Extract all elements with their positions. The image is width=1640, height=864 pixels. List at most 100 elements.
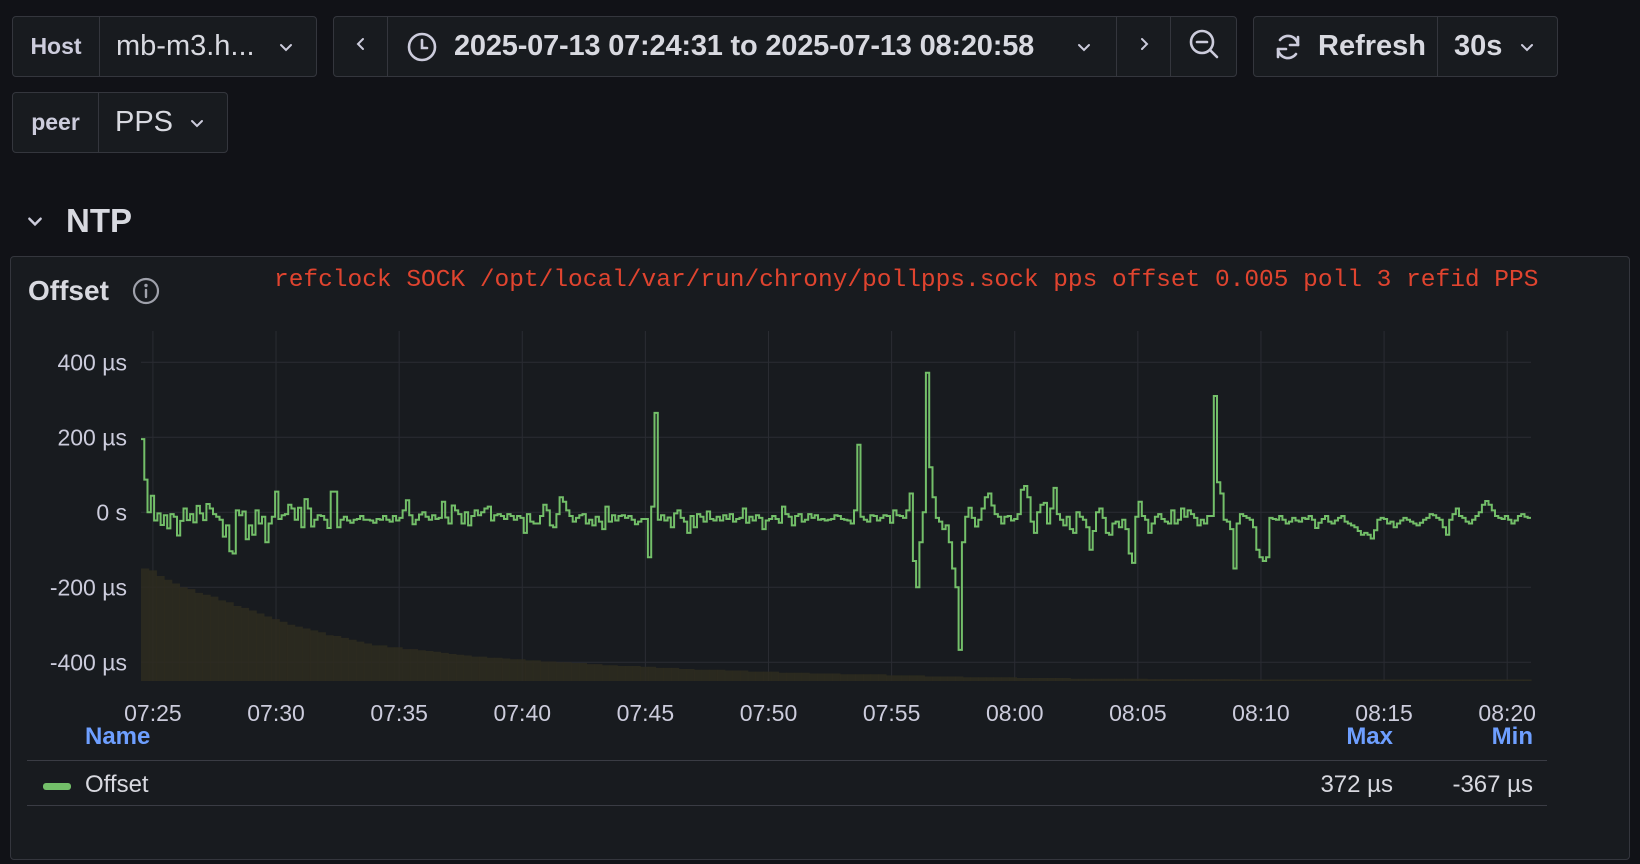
- fill-series-bar: [1507, 679, 1517, 681]
- fill-series-bar: [1492, 679, 1501, 681]
- legend-row-offset[interactable]: Offset 372 µs -367 µs: [27, 763, 1547, 803]
- row-title: NTP: [66, 202, 132, 239]
- fill-series-bar: [517, 659, 526, 681]
- fill-series-bar: [578, 663, 588, 681]
- fill-series-bar: [1093, 678, 1102, 681]
- fill-series-bar: [778, 672, 787, 681]
- x-tick-label: 07:50: [740, 700, 798, 726]
- time-forward-button[interactable]: [1116, 17, 1170, 76]
- fill-series-bar: [156, 576, 165, 681]
- fill-series-bar: [1469, 679, 1478, 681]
- fill-series-bar: [878, 674, 887, 681]
- fill-series-bar: [931, 676, 941, 681]
- fill-series-bar: [701, 669, 710, 681]
- fill-series-bar: [501, 658, 511, 681]
- fill-series-bar: [1031, 678, 1041, 681]
- row-header-ntp[interactable]: NTP: [26, 196, 132, 246]
- fill-series-bar: [1300, 679, 1309, 681]
- fill-series-bar: [870, 674, 879, 681]
- legend: Name Max Min Offset 372 µs -367 µs: [27, 723, 1617, 853]
- legend-header-max[interactable]: Max: [1346, 723, 1393, 750]
- fill-series-bar: [916, 675, 925, 681]
- x-tick-label: 07:45: [617, 700, 675, 726]
- legend-header-min[interactable]: Min: [1491, 723, 1533, 750]
- y-tick-label: -200 µs: [50, 574, 127, 600]
- peer-label: peer: [31, 109, 80, 135]
- fill-series-bar: [1116, 678, 1125, 681]
- fill-series-bar: [486, 657, 495, 681]
- fill-series-bar: [1077, 678, 1087, 681]
- x-tick-label: 07:25: [124, 700, 182, 726]
- refresh-interval-dropdown[interactable]: 30s: [1437, 17, 1557, 76]
- fill-series-bar: [332, 636, 342, 681]
- fill-series-bar: [448, 654, 457, 681]
- legend-header-name[interactable]: Name: [85, 723, 151, 750]
- fill-series-bar: [164, 579, 173, 681]
- fill-series-bar: [1262, 679, 1271, 681]
- fill-series-bar: [1315, 679, 1325, 681]
- fill-series-bar: [463, 655, 472, 681]
- fill-series-bar: [548, 661, 557, 681]
- fill-series-bar: [686, 669, 695, 681]
- x-tick-label: 08:05: [1109, 700, 1167, 726]
- zoom-out-icon: [1187, 27, 1221, 66]
- peer-dropdown[interactable]: PPS: [98, 93, 227, 152]
- fill-series-bar: [1346, 679, 1355, 681]
- fill-series-bar: [601, 665, 611, 681]
- fill-series-bar: [348, 639, 357, 681]
- fill-series-bar: [847, 674, 856, 681]
- fill-series-bar: [1446, 679, 1455, 681]
- fill-series-bar: [1269, 679, 1279, 681]
- time-range-button[interactable]: 2025-07-13 07:24:31 to 2025-07-13 08:20:…: [387, 17, 1116, 76]
- fill-series-bar: [962, 677, 971, 681]
- fill-series-bar: [1177, 679, 1187, 681]
- fill-series-bar: [210, 596, 219, 681]
- info-icon[interactable]: [131, 276, 161, 306]
- fill-series-bar: [786, 672, 795, 681]
- fill-series-bar: [1500, 679, 1509, 681]
- fill-series-bar: [1454, 679, 1463, 681]
- x-tick-label: 08:00: [986, 700, 1044, 726]
- fill-series-bar: [563, 662, 572, 681]
- fill-series-bar: [824, 673, 833, 681]
- fill-series-bar: [1392, 679, 1402, 681]
- fill-series-bar: [417, 650, 426, 681]
- x-tick-label: 07:35: [370, 700, 428, 726]
- fill-series-bar: [586, 664, 595, 681]
- offset-panel: Offset refclock SOCK /opt/local/var/run/…: [10, 256, 1630, 860]
- fill-series-bar: [402, 649, 411, 681]
- fill-series-bar: [1323, 679, 1332, 681]
- fill-series-bar: [1308, 679, 1317, 681]
- y-tick-label: 400 µs: [57, 349, 127, 375]
- chevron-down-icon: [1076, 39, 1092, 55]
- offset-chart: 400 µs 200 µs 0 s -200 µs -400 µs 07:25 07:30 0…: [50, 331, 1536, 726]
- fill-series-bar: [809, 673, 818, 681]
- host-dropdown[interactable]: mb-m3.h...: [99, 17, 316, 76]
- fill-series-bar: [302, 628, 311, 681]
- fill-series-bar: [325, 635, 334, 681]
- x-tick-label: 08:20: [1478, 700, 1536, 726]
- fill-series-bar: [763, 671, 772, 681]
- zoom-out-button[interactable]: [1170, 17, 1236, 76]
- fill-series-bar: [1277, 679, 1286, 681]
- clock-icon: [406, 31, 438, 63]
- fill-series-bar: [394, 647, 403, 681]
- fill-series-bar: [1385, 679, 1394, 681]
- fill-series-bar: [640, 666, 649, 681]
- time-picker: 2025-07-13 07:24:31 to 2025-07-13 08:20:…: [333, 16, 1237, 77]
- fill-series-bar: [908, 675, 918, 681]
- host-label: Host: [30, 33, 82, 59]
- fill-series-bar: [363, 643, 372, 681]
- fill-series-bar: [279, 621, 288, 681]
- fill-series-bar: [1123, 678, 1133, 681]
- fill-series-bar: [1208, 679, 1217, 681]
- fill-series-bar: [371, 645, 380, 681]
- fill-series-bar: [1369, 679, 1379, 681]
- fill-series-bar: [1431, 679, 1440, 681]
- refresh-button[interactable]: Refresh: [1254, 17, 1437, 76]
- fill-series-bar: [317, 632, 326, 681]
- fill-series-bar: [594, 664, 603, 681]
- fill-series-bar: [309, 630, 319, 681]
- time-back-button[interactable]: [334, 17, 387, 76]
- y-tick-label: 200 µs: [57, 424, 127, 450]
